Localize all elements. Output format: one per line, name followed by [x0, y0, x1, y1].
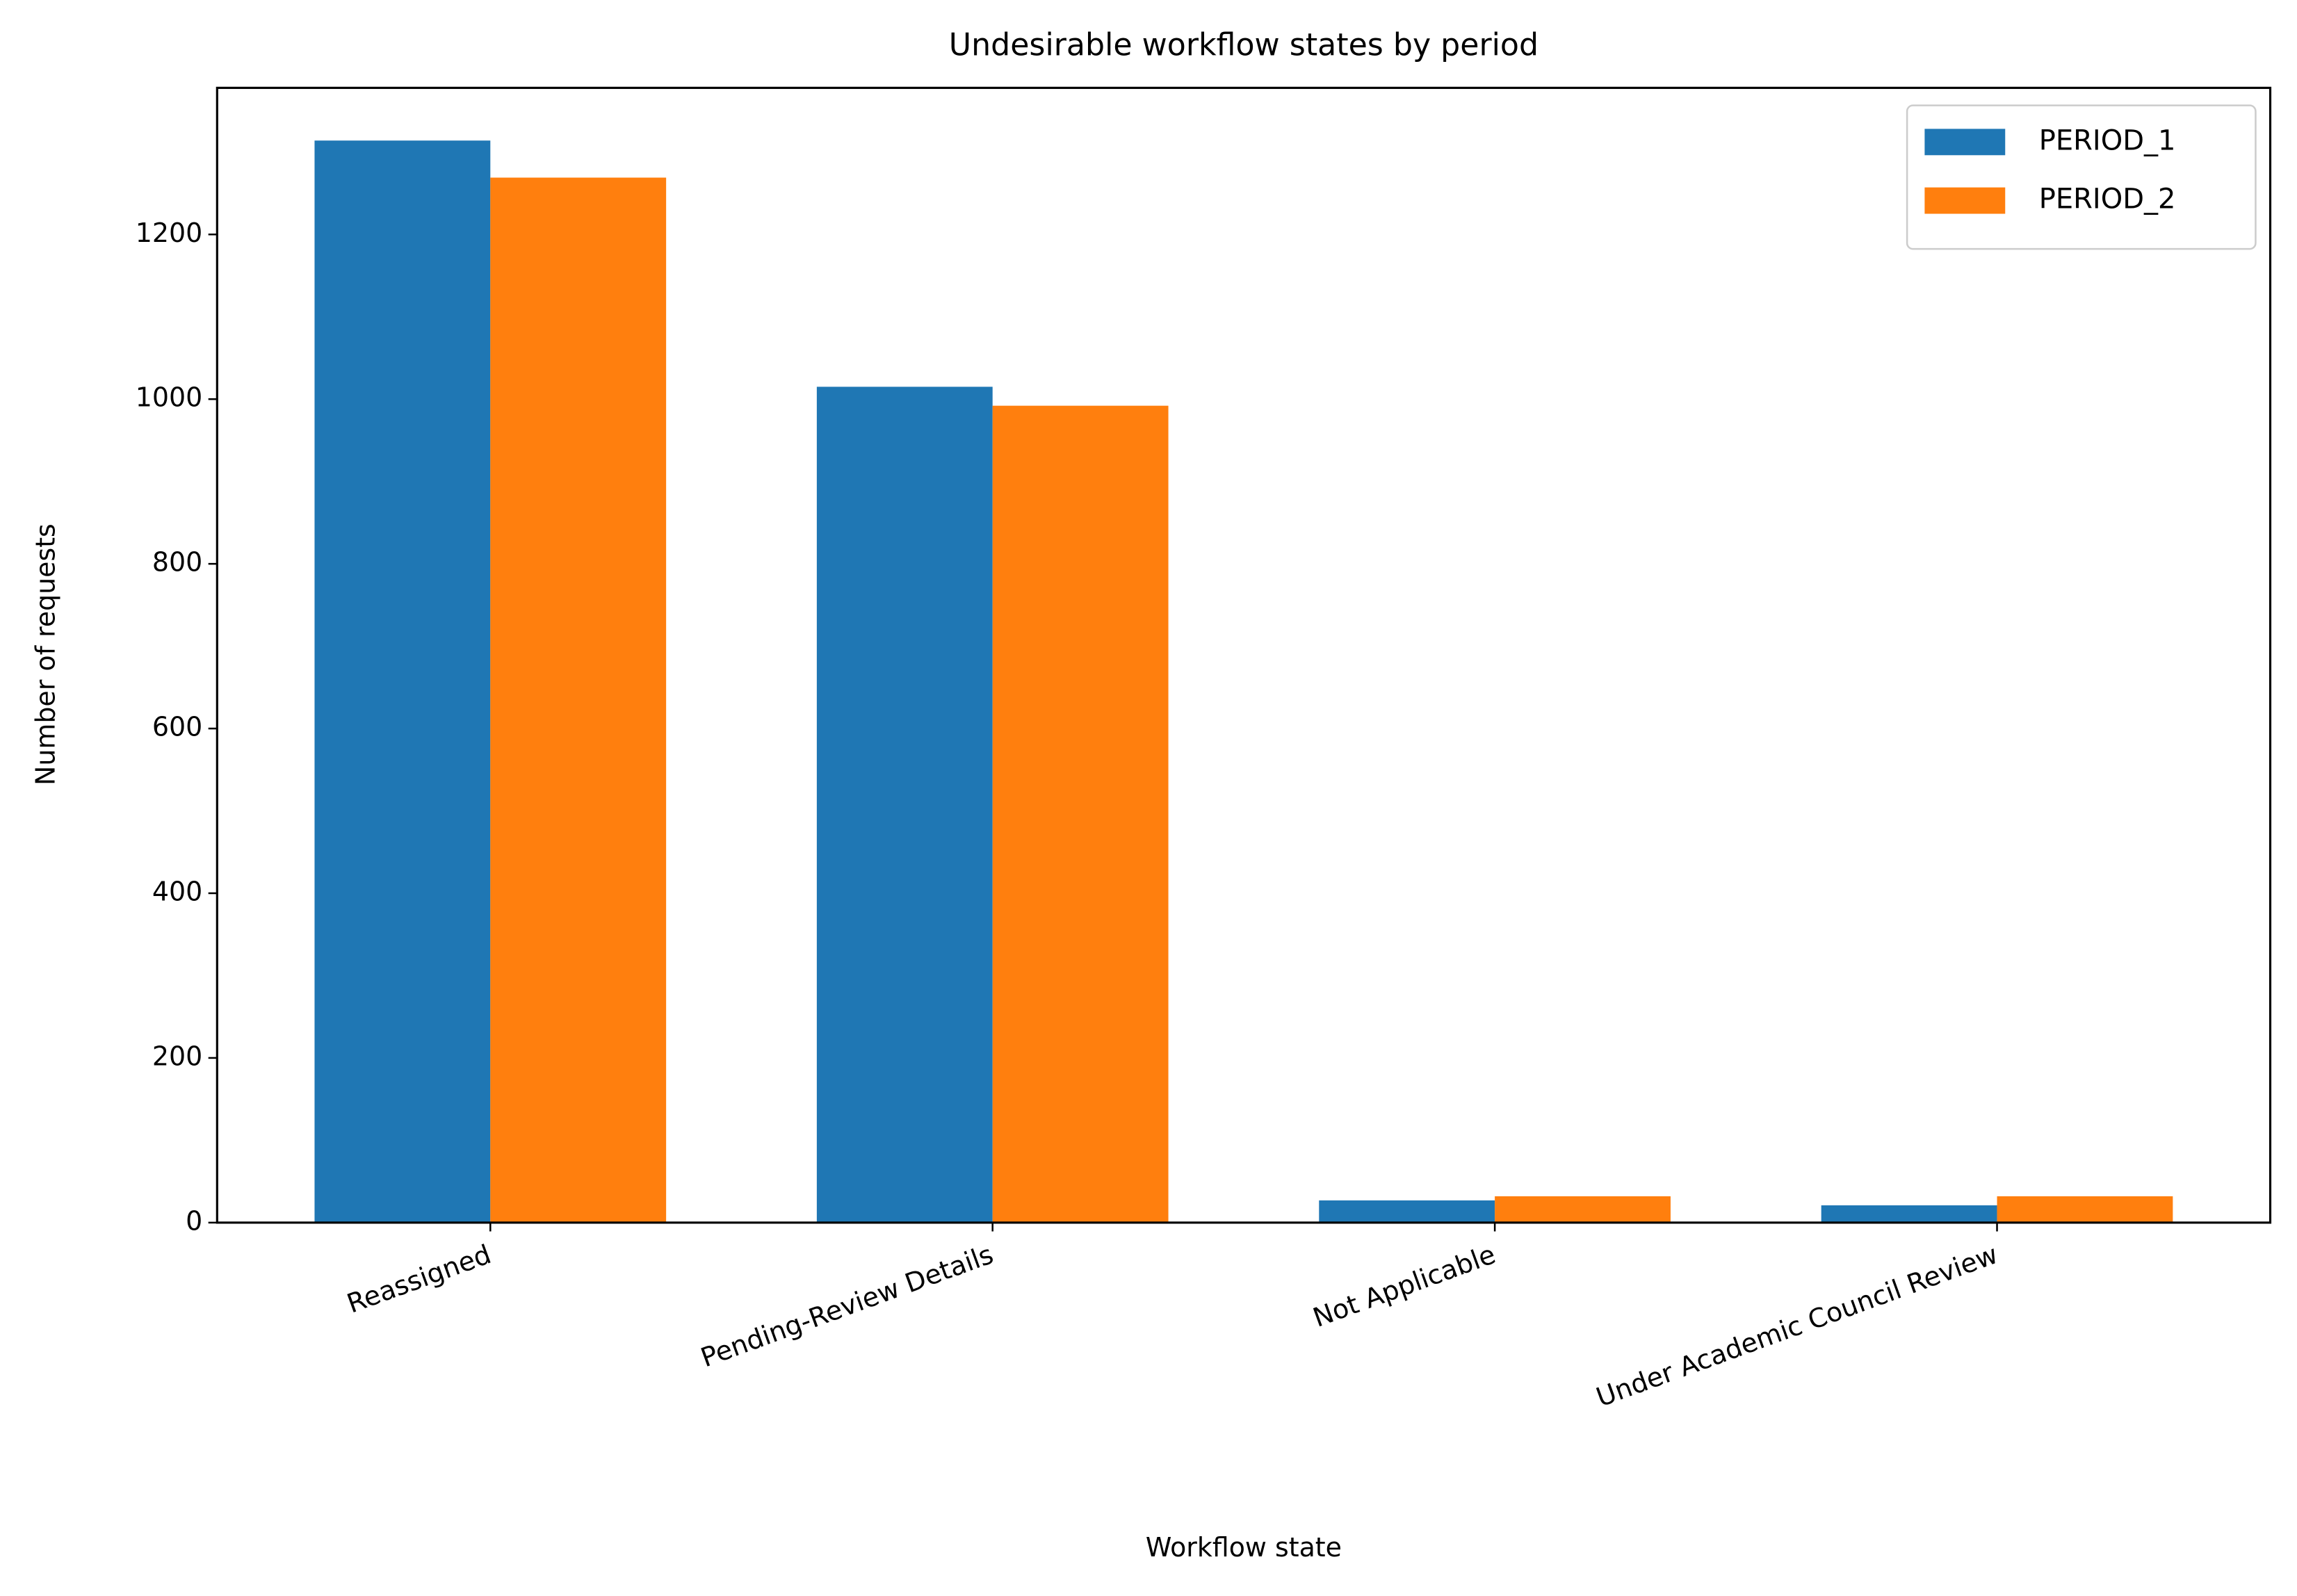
x-tick-label: Pending-Review Details: [697, 1239, 997, 1373]
y-tick-label: 400: [152, 876, 202, 906]
plot-frame: [216, 86, 2272, 1224]
x-tick-label: Under Academic Council Review: [1592, 1239, 2002, 1412]
legend-swatch: [1924, 129, 2006, 156]
y-tick-label: 1200: [136, 218, 202, 248]
chart-title: Undesirable workflow states by period: [949, 27, 1539, 63]
legend-label: PERIOD_2: [2039, 184, 2176, 215]
y-tick-label: 200: [152, 1041, 202, 1071]
bar: [1821, 1205, 1997, 1223]
y-axis-label: Number of requests: [30, 523, 60, 785]
y-tick-label: 1000: [136, 382, 202, 413]
y-tick-label: 800: [152, 547, 202, 578]
bar: [816, 386, 993, 1223]
y-tick-label: 0: [186, 1205, 202, 1236]
bar: [1495, 1196, 1671, 1223]
bar: [1997, 1196, 2173, 1223]
legend-label: PERIOD_1: [2039, 124, 2176, 156]
x-tick-label: Reassigned: [343, 1239, 495, 1319]
bar: [490, 177, 667, 1223]
x-tick-label: Not Applicable: [1309, 1239, 1500, 1333]
legend-swatch: [1924, 187, 2006, 214]
bar: [1319, 1200, 1495, 1223]
bar: [992, 405, 1169, 1223]
y-tick-label: 600: [152, 712, 202, 742]
x-axis-label: Workflow state: [1146, 1532, 1342, 1563]
bar: [314, 140, 491, 1223]
